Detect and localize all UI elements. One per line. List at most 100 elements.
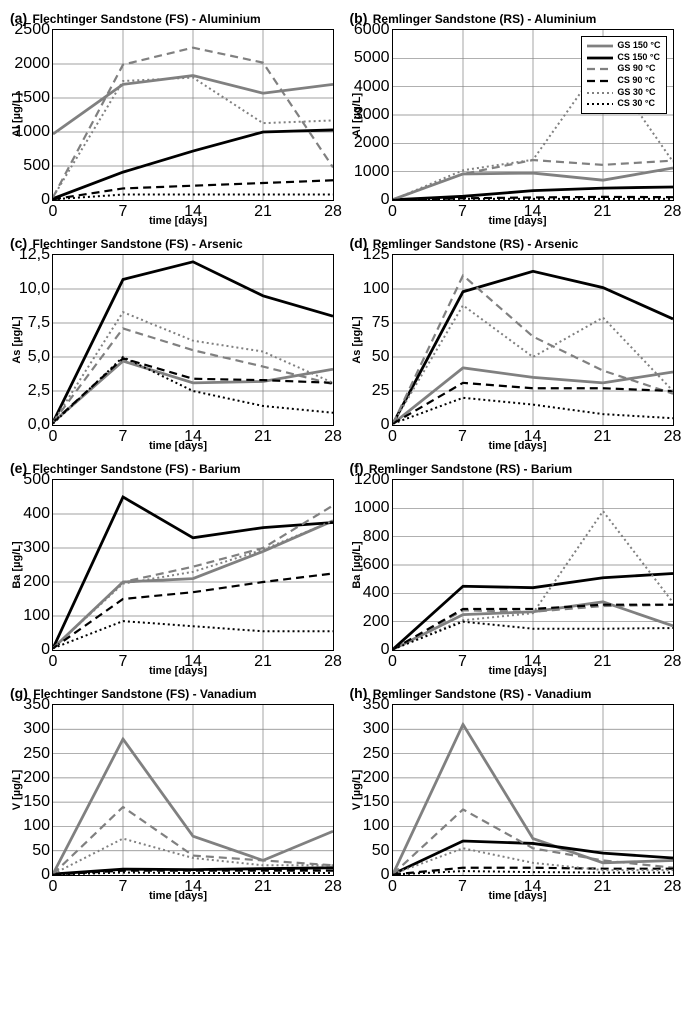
y-tick-label: 75 [372, 314, 393, 332]
x-tick-label: 21 [594, 200, 612, 221]
y-tick-label: 50 [372, 842, 393, 860]
panel-title: (b) Remlinger Sandstone (RS) - Aluminium [350, 10, 676, 26]
x-tick-label: 14 [524, 875, 542, 896]
y-tick-label: 6000 [354, 21, 393, 39]
y-tick-label: 2000 [354, 134, 393, 152]
panel-title-text: Flechtinger Sandstone (FS) - Vanadium [33, 687, 256, 701]
x-axis-label: time [days] [378, 440, 658, 452]
y-tick-label: 100 [363, 817, 393, 835]
x-tick-label: 7 [458, 650, 467, 671]
panel-title: (g) Flechtinger Sandstone (FS) - Vanadiu… [10, 685, 336, 701]
y-tick-label: 2500 [14, 21, 53, 39]
chart-area: 05010015020025030035007142128 [52, 704, 334, 876]
x-tick-label: 28 [664, 650, 682, 671]
y-axis-label: As [µg/L] [11, 333, 23, 347]
y-tick-label: 350 [363, 696, 393, 714]
y-tick-label: 250 [363, 745, 393, 763]
panel-title-text: Remlinger Sandstone (RS) - Vanadium [373, 687, 592, 701]
x-axis-label: time [days] [378, 665, 658, 677]
panel-title-text: Flechtinger Sandstone (FS) - Barium [32, 462, 240, 476]
x-axis-label: time [days] [38, 215, 318, 227]
x-tick-label: 21 [594, 650, 612, 671]
x-tick-label: 28 [324, 875, 342, 896]
y-tick-label: 500 [23, 471, 53, 489]
y-tick-label: 200 [363, 613, 393, 631]
y-axis-label: Ba [µg/L] [11, 558, 23, 572]
x-tick-label: 21 [594, 875, 612, 896]
x-tick-label: 14 [524, 650, 542, 671]
chart-area: 05010015020025030035007142128 [392, 704, 674, 876]
panel-a: (a) Flechtinger Sandstone (FS) - Alumini… [10, 10, 336, 227]
x-tick-label: 7 [119, 425, 128, 446]
panel-f: (f) Remlinger Sandstone (RS) - BariumBa … [350, 460, 676, 677]
y-tick-label: 200 [23, 769, 53, 787]
x-axis-label: time [days] [38, 665, 318, 677]
panel-title: (c) Flechtinger Sandstone (FS) - Arsenic [10, 235, 336, 251]
x-tick-label: 0 [388, 200, 397, 221]
x-tick-label: 14 [184, 650, 202, 671]
x-tick-label: 28 [664, 200, 682, 221]
y-tick-label: 3000 [354, 106, 393, 124]
y-tick-label: 400 [363, 584, 393, 602]
chart-area: 010002000300040005000600007142128GS 150 … [392, 29, 674, 201]
y-tick-label: 150 [363, 793, 393, 811]
y-tick-label: 300 [23, 539, 53, 557]
y-tick-label: 25 [372, 382, 393, 400]
legend-item: CS 90 °C [587, 75, 660, 87]
y-tick-label: 12,5 [19, 246, 53, 264]
y-axis-label: As [µg/L] [351, 333, 363, 347]
legend-item: GS 90 °C [587, 63, 660, 75]
panel-h: (h) Remlinger Sandstone (RS) - VanadiumV… [350, 685, 676, 902]
y-tick-label: 300 [23, 720, 53, 738]
x-tick-label: 0 [49, 425, 58, 446]
y-tick-label: 5,0 [28, 348, 53, 366]
panel-title-text: Remlinger Sandstone (RS) - Arsenic [373, 237, 579, 251]
y-tick-label: 250 [23, 745, 53, 763]
legend-item: CS 30 °C [587, 98, 660, 110]
y-tick-label: 100 [363, 280, 393, 298]
panel-c: (c) Flechtinger Sandstone (FS) - Arsenic… [10, 235, 336, 452]
panel-title: (f) Remlinger Sandstone (RS) - Barium [350, 460, 676, 476]
panel-title: (e) Flechtinger Sandstone (FS) - Barium [10, 460, 336, 476]
y-tick-label: 300 [363, 720, 393, 738]
x-tick-label: 21 [254, 200, 272, 221]
y-tick-label: 50 [32, 842, 53, 860]
x-axis-label: time [days] [378, 890, 658, 902]
chart-area: 025507510012507142128 [392, 254, 674, 426]
y-tick-label: 1500 [14, 89, 53, 107]
y-tick-label: 500 [23, 157, 53, 175]
x-axis-label: time [days] [38, 440, 318, 452]
y-tick-label: 200 [363, 769, 393, 787]
y-tick-label: 150 [23, 793, 53, 811]
y-tick-label: 1000 [354, 499, 393, 517]
chart-area: 0500100015002000250007142128 [52, 29, 334, 201]
x-tick-label: 0 [49, 875, 58, 896]
x-tick-label: 21 [254, 650, 272, 671]
x-axis-label: time [days] [38, 890, 318, 902]
legend-item: GS 30 °C [587, 87, 660, 99]
x-tick-label: 0 [388, 425, 397, 446]
x-tick-label: 28 [324, 425, 342, 446]
y-tick-label: 2000 [14, 55, 53, 73]
y-tick-label: 2,5 [28, 382, 53, 400]
y-tick-label: 800 [363, 528, 393, 546]
y-tick-label: 5000 [354, 49, 393, 67]
x-tick-label: 7 [119, 650, 128, 671]
y-tick-label: 4000 [354, 78, 393, 96]
y-tick-label: 400 [23, 505, 53, 523]
y-axis-label: V [µg/L] [351, 783, 363, 797]
panel-title-text: Remlinger Sandstone (RS) - Barium [369, 462, 572, 476]
x-tick-label: 14 [524, 425, 542, 446]
y-axis-label: V [µg/L] [11, 783, 23, 797]
x-tick-label: 0 [388, 650, 397, 671]
y-tick-label: 1000 [14, 123, 53, 141]
legend-label: GS 90 °C [617, 63, 655, 75]
x-tick-label: 7 [119, 875, 128, 896]
x-tick-label: 7 [458, 425, 467, 446]
chart-area: 0,02,55,07,510,012,507142128 [52, 254, 334, 426]
y-tick-label: 50 [372, 348, 393, 366]
legend-item: GS 150 °C [587, 40, 660, 52]
y-tick-label: 200 [23, 573, 53, 591]
x-tick-label: 14 [184, 200, 202, 221]
chart-area: 010020030040050007142128 [52, 479, 334, 651]
